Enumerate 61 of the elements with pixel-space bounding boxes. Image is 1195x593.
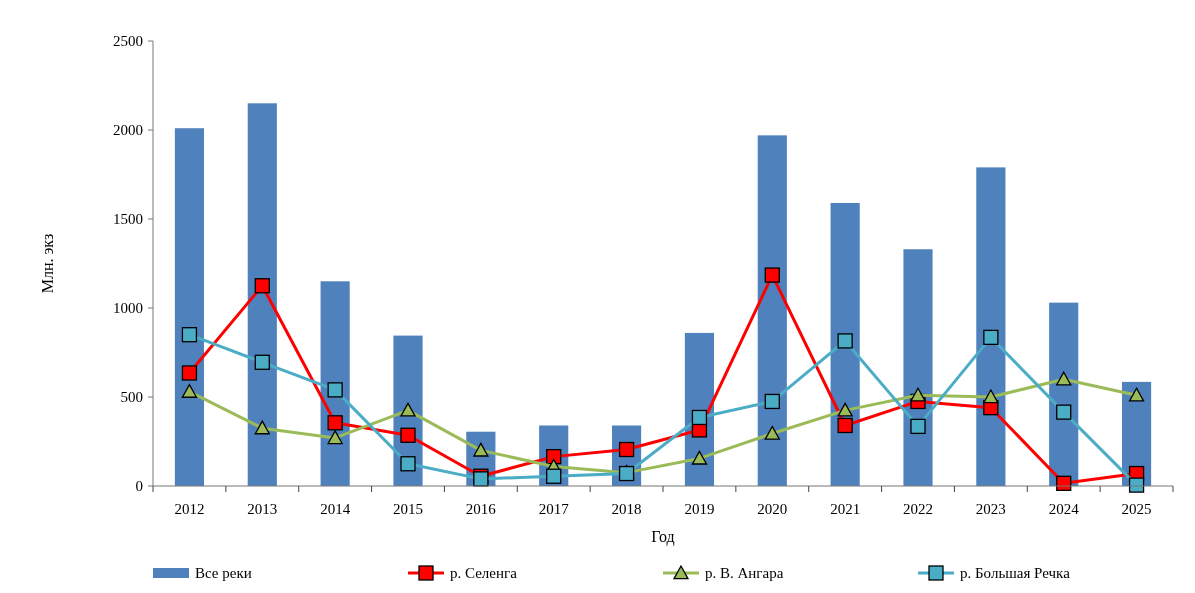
point: [254, 278, 270, 294]
x-tick-label: 2023: [975, 501, 1006, 517]
point: [983, 329, 999, 346]
y-tick-label: 1000: [113, 300, 143, 317]
point: [181, 365, 198, 381]
x-tick-label: 2014: [320, 501, 351, 517]
point: [254, 420, 270, 435]
y-tick-label: 2500: [113, 33, 143, 50]
point: [837, 333, 853, 349]
bar: [757, 135, 787, 486]
point: [327, 415, 343, 431]
bar: [247, 103, 277, 486]
point: [473, 442, 489, 457]
x-tick-label: 2018: [611, 501, 642, 517]
y-tick-label: 2000: [113, 122, 143, 139]
point: [327, 382, 343, 398]
x-tick-label: 2024: [1048, 501, 1080, 517]
x-tick-label: 2012: [174, 501, 205, 517]
point: [1128, 387, 1145, 402]
x-tick-label: 2016: [465, 501, 497, 517]
legend-label: р. В. Ангара: [705, 565, 784, 582]
point: [910, 387, 926, 402]
legend-label: р. Большая Речка: [960, 565, 1071, 582]
point: [546, 468, 562, 484]
x-tick-label: 2022: [903, 501, 933, 517]
point: [181, 384, 198, 398]
point: [400, 402, 416, 417]
point: [400, 427, 416, 443]
x-axis-title: Год: [651, 528, 675, 546]
bar: [903, 249, 933, 486]
point: [1056, 404, 1072, 420]
bar: [174, 128, 204, 486]
point: [691, 450, 708, 465]
x-tick-label: 2013: [247, 501, 278, 517]
point: [983, 389, 999, 404]
point: [181, 327, 198, 343]
x-tick-label: 2020: [757, 501, 788, 517]
x-tick-label: 2017: [538, 501, 570, 517]
x-tick-label: 2019: [684, 501, 715, 517]
y-tick-label: 0: [135, 478, 143, 495]
x-tick-label: 2015: [393, 501, 423, 517]
point: [764, 425, 780, 440]
point: [400, 456, 416, 472]
point: [764, 267, 780, 283]
x-tick-label: 2025: [1121, 501, 1152, 517]
legend-label: Все реки: [195, 565, 252, 582]
point: [691, 409, 708, 426]
point: [764, 393, 780, 410]
point: [910, 418, 926, 435]
point: [837, 417, 853, 434]
y-tick-label: 500: [120, 389, 143, 406]
point: [327, 430, 343, 445]
y-tick-label: 1500: [113, 211, 143, 228]
legend-label: р. Селенга: [450, 565, 518, 582]
x-tick-label: 2021: [830, 501, 861, 517]
bar: [976, 167, 1006, 486]
point: [254, 354, 270, 370]
y-axis-title: Млн. экз: [39, 233, 56, 294]
point: [1056, 371, 1072, 386]
point: [1128, 477, 1145, 493]
point: [837, 402, 853, 417]
